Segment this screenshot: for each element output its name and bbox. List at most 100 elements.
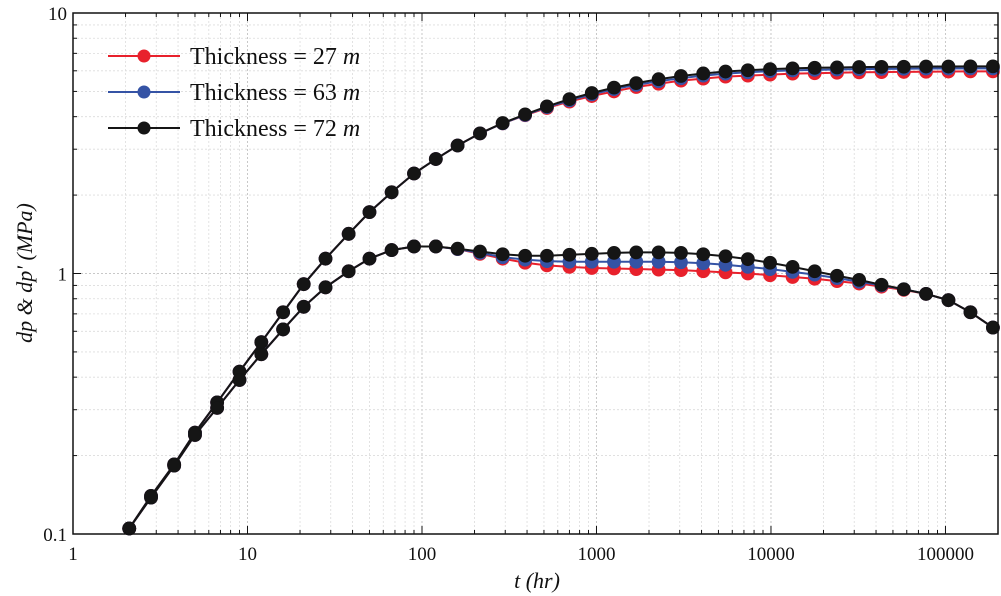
derivative-point-2	[144, 490, 158, 505]
derivative-point-2	[450, 241, 465, 256]
pressure-point-2	[763, 62, 777, 77]
derivative-point-2	[763, 255, 777, 270]
derivative-point-2	[518, 248, 533, 263]
pressure-point-2	[296, 277, 311, 292]
pressure-point-2	[540, 99, 554, 114]
x-axis-title: t (hr)	[514, 568, 560, 593]
y-axis-title: dp & dp' (MPa)	[12, 203, 37, 343]
derivative-point-2	[254, 347, 269, 362]
pressure-point-2	[718, 64, 733, 79]
pressure-point-2	[562, 92, 577, 107]
pressure-point-2	[852, 60, 867, 74]
legend-swatch-marker-72m	[137, 121, 151, 135]
pressure-point-2	[963, 59, 978, 74]
y-tick-label: 1	[58, 265, 68, 286]
pressure-point-2	[696, 66, 711, 81]
derivative-point-2	[540, 248, 554, 263]
derivative-line-2	[128, 245, 994, 530]
derivative-point-2	[740, 252, 755, 267]
pressure-point-2	[495, 116, 510, 130]
derivative-point-2	[607, 245, 621, 260]
pressure-point-2	[896, 59, 911, 74]
x-tick-label: 10	[238, 544, 257, 565]
pressure-point-2	[428, 152, 443, 166]
legend-label-72m: Thickness = 72 m	[190, 116, 360, 142]
derivative-point-2	[852, 272, 867, 287]
pressure-point-2	[276, 305, 291, 320]
derivative-point-2	[384, 243, 399, 257]
derivative-point-2	[674, 245, 688, 260]
x-tick-label: 10000	[747, 544, 795, 565]
derivative-point-2	[896, 282, 911, 297]
derivative-point-2	[232, 373, 247, 387]
derivative-point-2	[495, 247, 510, 262]
pressure-point-2	[651, 72, 666, 87]
y-tick-label: 0.1	[43, 525, 67, 546]
pressure-point-2	[807, 60, 822, 75]
pressure-point-2	[384, 185, 399, 200]
y-tick-label: 10	[48, 4, 67, 25]
pressure-point-2	[785, 61, 800, 76]
pressure-point-2	[584, 86, 599, 100]
legend-swatch-marker-27m	[137, 49, 151, 63]
derivative-point-2	[718, 249, 733, 264]
legend-entry-72m: Thickness = 72 m	[108, 116, 360, 142]
derivative-point-2	[167, 458, 182, 473]
pressure-point-2	[473, 126, 487, 141]
derivative-point-2	[473, 244, 487, 259]
pressure-point-2	[254, 335, 269, 350]
pressure-point-2	[518, 107, 533, 122]
pressure-point-2	[740, 63, 755, 78]
pressure-point-2	[407, 166, 421, 181]
derivative-point-2	[696, 247, 711, 262]
legend-label-27m: Thickness = 27 m	[190, 44, 360, 70]
pressure-point-2	[341, 226, 356, 241]
legend-entry-27m: Thickness = 27 m	[108, 44, 360, 70]
derivative-point-2	[188, 428, 202, 442]
x-tick-label: 1000	[577, 544, 615, 565]
pressure-point-2	[607, 80, 621, 95]
x-tick-label: 1	[68, 544, 78, 565]
derivative-point-2	[341, 264, 356, 279]
derivative-point-2	[122, 521, 137, 536]
pressure-point-2	[941, 59, 956, 74]
derivative-point-2	[428, 239, 443, 254]
derivative-point-2	[919, 286, 933, 301]
derivative-point-2	[562, 247, 577, 262]
derivative-point-2	[210, 400, 225, 415]
derivative-point-2	[785, 260, 800, 274]
derivative-point-2	[651, 245, 666, 260]
derivative-point-2	[830, 268, 844, 283]
legend-swatch-marker-63m	[137, 85, 151, 99]
pressure-point-2	[318, 251, 333, 266]
derivative-point-2	[318, 280, 333, 295]
pressure-point-2	[629, 76, 644, 91]
pressure-point-2	[674, 69, 688, 83]
derivative-point-2	[874, 277, 889, 292]
series-2	[122, 59, 1000, 536]
derivative-point-2	[296, 299, 311, 314]
pressure-point-2	[919, 59, 933, 74]
legend-entry-63m: Thickness = 63 m	[108, 80, 360, 106]
pressure-point-2	[874, 60, 889, 74]
derivative-point-2	[807, 264, 822, 279]
derivative-point-2	[362, 251, 377, 266]
legend-label-63m: Thickness = 63 m	[190, 80, 360, 106]
axis-ticks	[72, 12, 999, 535]
derivative-point-2	[629, 245, 644, 260]
derivative-point-2	[963, 305, 978, 320]
derivative-point-2	[407, 239, 421, 254]
derivative-point-2	[276, 322, 291, 337]
x-tick-label: 100000	[917, 544, 974, 565]
derivative-point-2	[584, 246, 599, 261]
legend: Thickness = 27 m Thickness = 63 m Thickn…	[108, 44, 360, 142]
pressure-point-2	[362, 205, 377, 220]
pressure-point-2	[986, 59, 1000, 74]
pressure-point-2	[830, 60, 844, 75]
derivative-point-2	[941, 293, 956, 308]
series-layer	[122, 59, 1000, 536]
x-tick-label: 100	[408, 544, 437, 565]
pressure-line-2	[128, 65, 993, 530]
